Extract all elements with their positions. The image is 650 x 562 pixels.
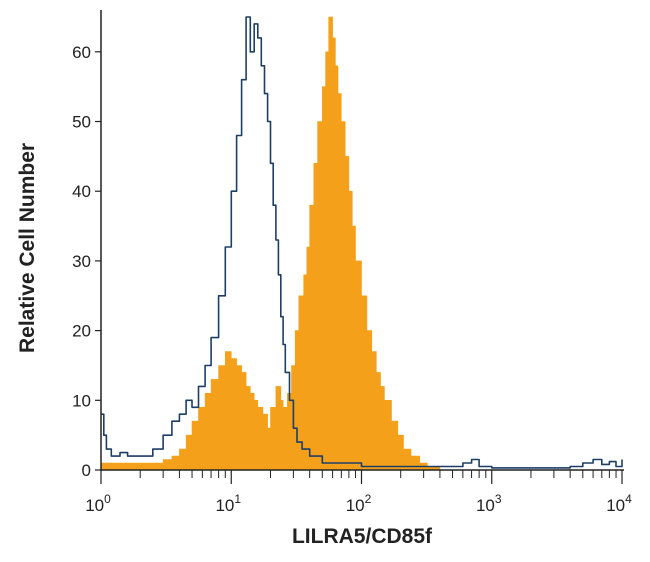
y-tick-label: 40: [72, 182, 91, 201]
y-tick-label: 0: [82, 461, 91, 480]
x-tick-label: 103: [476, 492, 502, 515]
y-axis-title: Relative Cell Number: [16, 143, 39, 353]
y-tick-label: 30: [72, 252, 91, 271]
y-tick-label: 50: [72, 113, 91, 132]
y-tick-label: 60: [72, 43, 91, 62]
x-tick-label: 104: [606, 492, 632, 515]
x-axis-title: LILRA5/CD85f: [292, 525, 433, 548]
x-tick-label: 101: [215, 492, 241, 515]
histogram-filled-series: [100, 16, 441, 471]
x-tick-label: 100: [85, 492, 111, 515]
histogram-outline-series: [101, 16, 623, 469]
y-tick-label: 20: [72, 322, 91, 341]
y-tick-label: 10: [72, 391, 91, 410]
x-tick-label: 102: [346, 492, 372, 515]
